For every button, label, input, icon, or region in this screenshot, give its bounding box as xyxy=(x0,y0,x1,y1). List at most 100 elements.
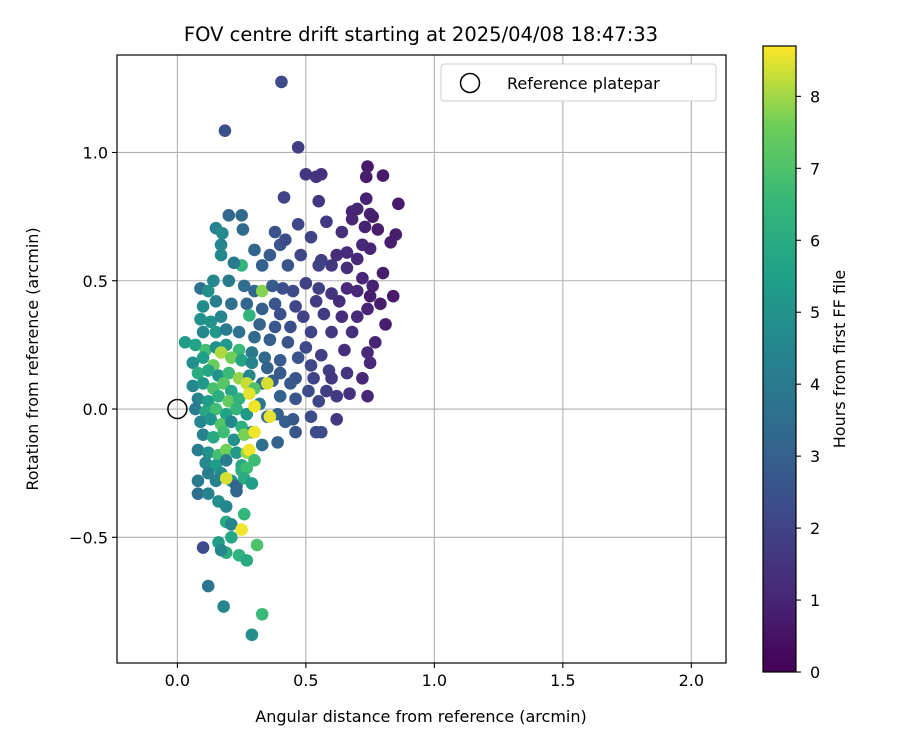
scatter-point xyxy=(194,312,207,326)
scatter-point xyxy=(268,297,282,311)
scatter-point xyxy=(243,309,256,322)
legend-box xyxy=(440,63,717,102)
scatter-point xyxy=(236,223,250,236)
scatter-point xyxy=(340,282,354,295)
scatter-point xyxy=(230,402,243,416)
scatter-point xyxy=(312,282,326,295)
scatter-point xyxy=(209,474,223,488)
scatter-point xyxy=(240,407,254,421)
legend-label: Reference platepar xyxy=(507,74,660,93)
scatter-point xyxy=(366,210,379,223)
scatter-point xyxy=(289,392,302,406)
scatter-point xyxy=(350,310,364,323)
scatter-point xyxy=(248,330,261,344)
scatter-point xyxy=(219,471,233,485)
scatter-point xyxy=(219,454,233,467)
scatter-point xyxy=(266,279,279,293)
scatter-point xyxy=(291,141,305,154)
scatter-point xyxy=(325,325,338,339)
scatter-point xyxy=(212,389,225,403)
scatter-point xyxy=(363,356,377,370)
colorbar-tick-label: 5 xyxy=(810,303,820,322)
scatter-point xyxy=(199,456,212,470)
scatter-point xyxy=(286,284,300,298)
scatter-point xyxy=(258,351,272,365)
scatter-point xyxy=(227,433,241,447)
scatter-point xyxy=(240,297,254,311)
scatter-point xyxy=(225,297,238,311)
scatter-point xyxy=(284,377,297,390)
scatter-point xyxy=(376,266,390,280)
scatter-point xyxy=(340,261,354,275)
scatter-point xyxy=(219,443,233,457)
scatter-point xyxy=(189,402,202,416)
scatter-point xyxy=(196,428,210,441)
scatter-point xyxy=(325,371,338,385)
scatter-point xyxy=(194,415,207,429)
colorbar-gradient xyxy=(762,45,797,673)
scatter-point xyxy=(222,395,236,408)
y-tick-label: 1.0 xyxy=(83,143,108,162)
scatter-point xyxy=(335,225,349,239)
scatter-point xyxy=(240,461,254,475)
scatter-point xyxy=(363,289,377,303)
scatter-point xyxy=(296,310,310,323)
scatter-point xyxy=(253,318,266,331)
x-axis-label: Angular distance from reference (arcmin) xyxy=(255,707,586,726)
scatter-point xyxy=(191,487,205,500)
scatter-point xyxy=(225,351,238,365)
x-axis-ticks: 0.0 0.5 1.0 1.5 2.0 xyxy=(165,663,704,690)
legend-marker-icon xyxy=(459,72,481,94)
scatter-point xyxy=(230,446,243,459)
scatter-point xyxy=(196,300,210,313)
scatter-point xyxy=(178,336,192,349)
scatter-point xyxy=(335,310,349,323)
chart-title: FOV centre drift starting at 2025/04/08 … xyxy=(184,23,658,46)
scatter-point xyxy=(235,209,248,222)
scatter-point xyxy=(325,287,338,300)
scatter-point xyxy=(359,192,373,205)
scatter-point xyxy=(245,356,259,370)
scatter-point xyxy=(358,220,372,234)
plot-frame xyxy=(116,54,727,664)
scatter-point xyxy=(343,387,356,400)
scatter-point xyxy=(338,343,351,357)
scatter-point xyxy=(299,277,313,290)
scatter-point xyxy=(281,336,295,349)
scatter-point xyxy=(361,160,374,173)
scatter-point xyxy=(219,323,233,336)
scatter-point xyxy=(312,395,326,408)
scatter-point xyxy=(191,443,205,457)
scatter-point xyxy=(356,371,369,385)
scatter-point xyxy=(361,346,374,359)
scatter-point xyxy=(222,274,236,288)
scatter-point xyxy=(363,242,377,255)
scatter-point xyxy=(196,325,210,339)
scatter-point xyxy=(271,436,284,449)
scatter-point xyxy=(361,389,374,403)
scatter-point xyxy=(376,169,390,182)
scatter-point xyxy=(237,507,251,521)
scatter-point xyxy=(312,259,326,272)
scatter-point xyxy=(255,438,269,452)
scatter-point xyxy=(275,75,288,89)
scatter-point xyxy=(191,474,205,488)
scatter-point xyxy=(320,215,333,229)
scatter-point xyxy=(261,377,274,390)
scatter-point xyxy=(268,320,282,334)
scatter-point xyxy=(350,284,364,298)
x-tick-label: 0.5 xyxy=(293,671,318,690)
scatter-point xyxy=(320,384,333,398)
scatter-point xyxy=(204,315,218,329)
scatter-point xyxy=(263,333,277,347)
scatter-point xyxy=(366,279,379,293)
scatter-point xyxy=(307,371,320,385)
scatter-point xyxy=(201,446,215,459)
scatter-point xyxy=(263,248,277,262)
y-tick-label: 0.0 xyxy=(83,400,108,419)
scatter-point xyxy=(304,359,318,372)
scatter-point xyxy=(304,410,318,424)
scatter-point xyxy=(217,600,230,613)
scatter-point xyxy=(248,243,261,257)
scatter-point xyxy=(250,538,264,552)
